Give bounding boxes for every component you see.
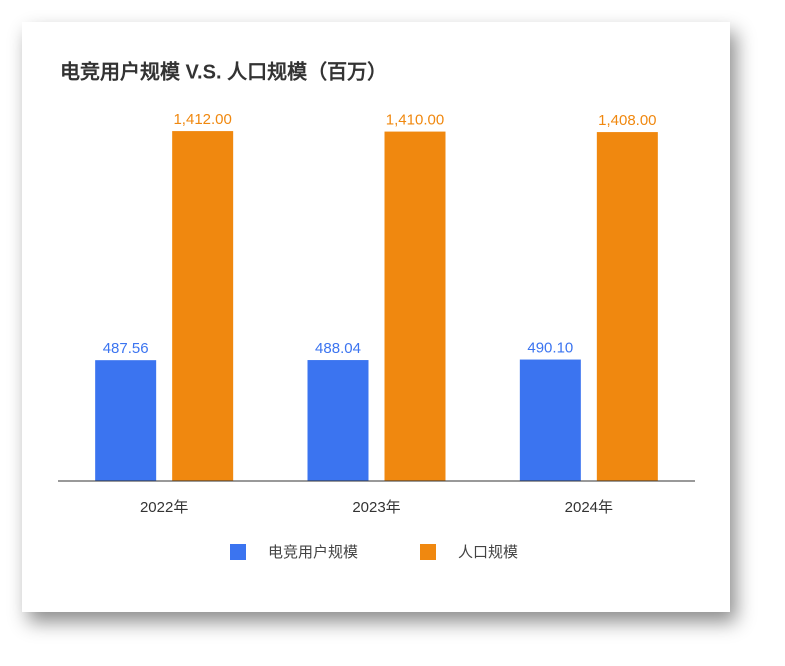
legend-swatch xyxy=(420,544,436,560)
bar xyxy=(596,132,658,481)
bar xyxy=(307,360,369,481)
x-tick-label: 2023年 xyxy=(352,499,400,516)
value-label: 488.04 xyxy=(315,340,361,357)
bar xyxy=(519,359,581,481)
value-label: 1,408.00 xyxy=(598,112,656,129)
legend-swatch xyxy=(230,544,246,560)
value-label: 1,412.00 xyxy=(173,111,231,128)
bar xyxy=(95,360,157,481)
legend-label: 人口规模 xyxy=(458,544,518,561)
bar xyxy=(384,131,446,481)
legend-label: 电竞用户规模 xyxy=(268,543,358,561)
chart-title: 电竞用户规模 V.S. 人口规模（百万） xyxy=(60,59,387,83)
value-label: 487.56 xyxy=(103,340,149,357)
value-label: 490.10 xyxy=(527,340,573,357)
bar xyxy=(172,131,234,481)
value-label: 1,410.00 xyxy=(386,112,444,129)
x-tick-label: 2022年 xyxy=(140,499,188,516)
x-tick-label: 2024年 xyxy=(565,499,613,516)
